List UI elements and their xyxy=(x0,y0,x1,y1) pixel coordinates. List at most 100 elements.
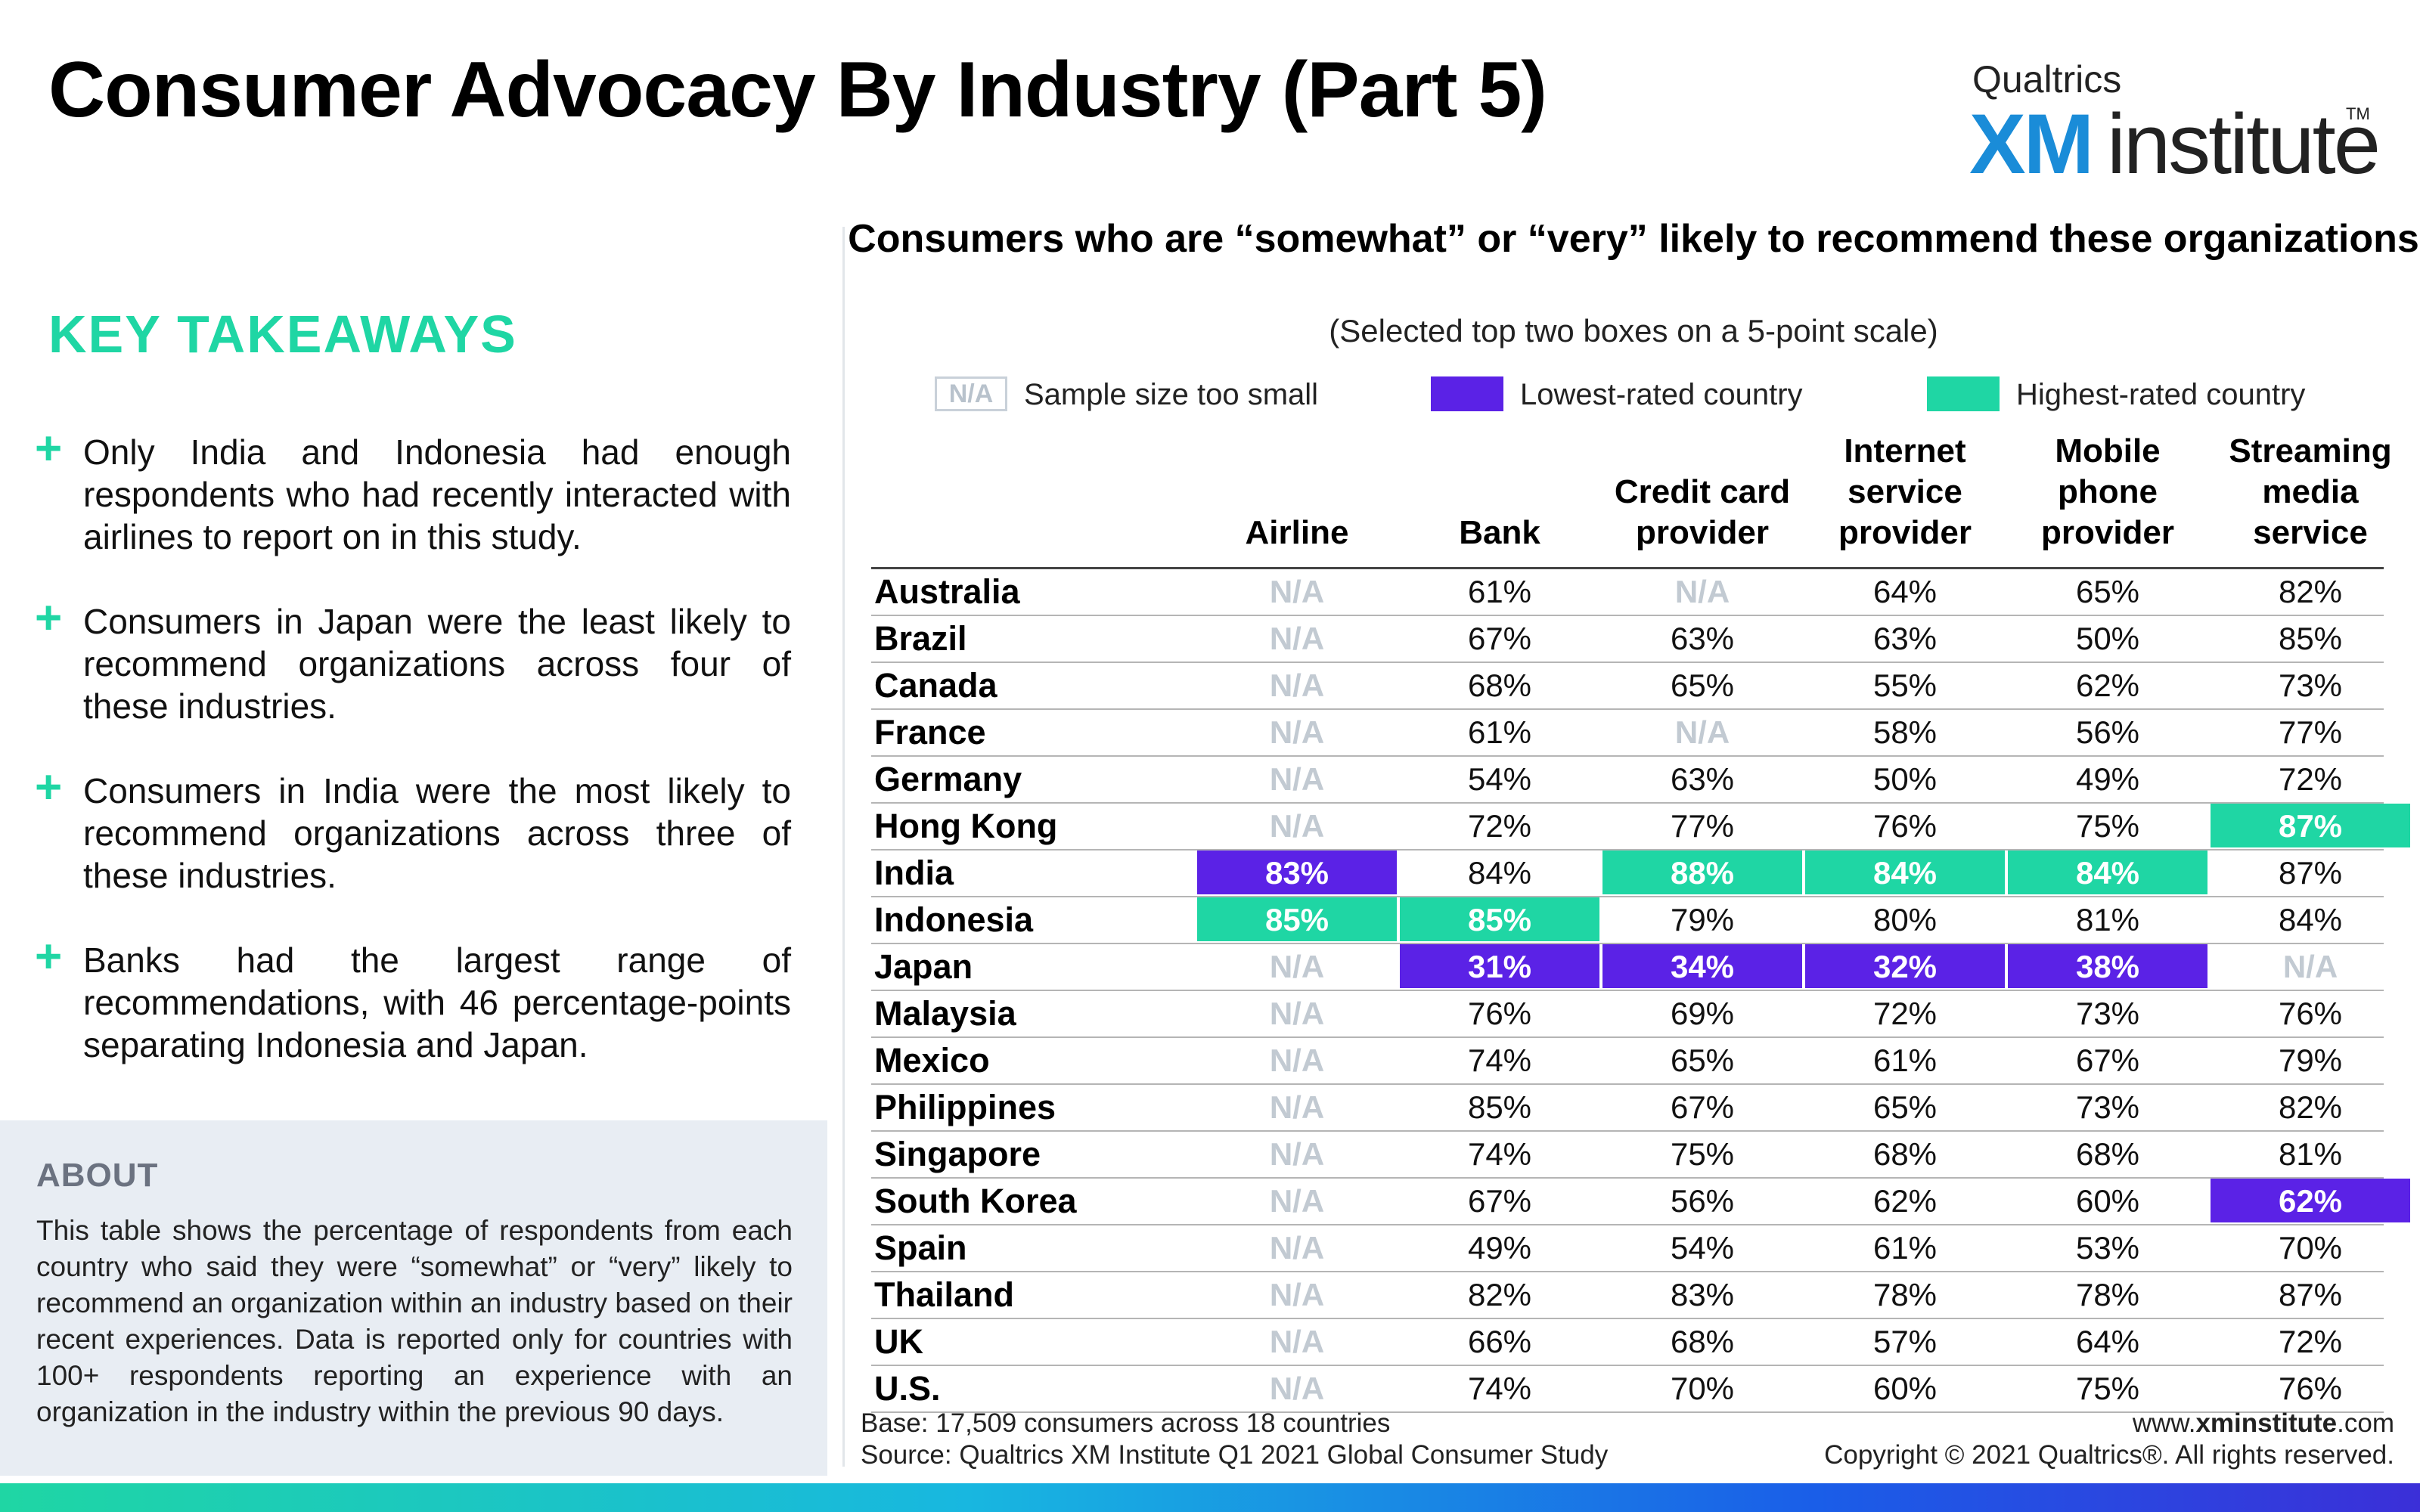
table-cell: 85% xyxy=(2278,621,2343,656)
table-cell: 80% xyxy=(1872,902,1938,937)
table-cell: 61% xyxy=(1872,1043,1938,1078)
table-row: U.S. N/A 74% 70% 60% 75% 76% xyxy=(871,1366,2384,1413)
country-label: Germany xyxy=(874,760,1022,798)
table-cell: 77% xyxy=(1670,808,1735,844)
table-cell: 84% xyxy=(1467,855,1532,891)
country-label: Thailand xyxy=(874,1275,1015,1314)
country-label: U.S. xyxy=(874,1369,941,1408)
table-cell: 62% xyxy=(1872,1183,1938,1219)
xm-institute-logo: Qualtrics XM institute TM xyxy=(1966,57,2381,191)
plus-icon: + xyxy=(35,931,63,983)
table-cell: 84% xyxy=(1805,850,2005,894)
table-row: Philippines N/A 85% 67% 65% 73% 82% xyxy=(871,1085,2384,1132)
table-row: Spain N/A 49% 54% 61% 53% 70% xyxy=(871,1225,2384,1272)
plus-icon: + xyxy=(35,423,63,475)
takeaway-text: Consumers in Japan were the least likely… xyxy=(83,602,791,726)
table-cell: 73% xyxy=(2075,1089,2140,1125)
table-cell: 75% xyxy=(2075,808,2140,844)
table-row: Japan N/A 31% 34% 32% 38% N/A xyxy=(871,944,2384,991)
table-cell: 32% xyxy=(1805,944,2005,988)
takeaway-text: Consumers in India were the most likely … xyxy=(83,771,791,895)
table-cell: 76% xyxy=(1872,808,1938,844)
table-cell: 85% xyxy=(1197,897,1397,941)
logo-trademark: TM xyxy=(2346,104,2370,123)
table-cell: 79% xyxy=(2278,1043,2343,1078)
table-cell: 49% xyxy=(2075,761,2140,797)
takeaway-item: + Only India and Indonesia had enough res… xyxy=(35,423,791,558)
country-label: Japan xyxy=(874,947,973,986)
logo-institute: institute xyxy=(2107,97,2381,191)
plus-icon: + xyxy=(35,761,63,813)
table-cell: N/A xyxy=(1269,714,1325,750)
table-cell: 82% xyxy=(1467,1277,1532,1312)
table-cell: N/A xyxy=(1269,1183,1325,1219)
country-label: Singapore xyxy=(874,1135,1041,1173)
footer-website[interactable]: www.xminstitute.com xyxy=(2132,1408,2394,1438)
table-cell: N/A xyxy=(1269,668,1325,703)
table-cell: 53% xyxy=(2075,1230,2140,1266)
takeaway-text: Only India and Indonesia had enough resp… xyxy=(83,432,791,556)
table-cell: N/A xyxy=(1269,621,1325,656)
footer-base: Base: 17,509 consumers across 18 countri… xyxy=(861,1408,1391,1438)
country-label: Spain xyxy=(874,1228,967,1267)
table-cell: 73% xyxy=(2278,668,2343,703)
table-subtitle: (Selected top two boxes on a 5-point sca… xyxy=(1329,313,1938,349)
table-cell: 81% xyxy=(2075,902,2140,937)
table-row: India 83% 84% 88% 84% 84% 87% xyxy=(871,850,2384,897)
table-cell: 38% xyxy=(2008,944,2207,988)
table-cell: 54% xyxy=(1467,761,1532,797)
table-cell: 81% xyxy=(2278,1136,2343,1172)
table-row: Hong Kong N/A 72% 77% 76% 75% 87% xyxy=(871,804,2410,850)
table-header: Airline Bank Credit card provider Internet … xyxy=(871,429,2392,569)
column-header: Credit card provider xyxy=(1614,473,1791,551)
logo-xm: XM xyxy=(1969,97,2094,191)
logo-brand: Qualtrics xyxy=(1972,58,2122,101)
table-cell: 67% xyxy=(1467,621,1532,656)
takeaway-item: + Banks had the largest range of recommen… xyxy=(35,931,791,1066)
table-cell: 69% xyxy=(1670,996,1735,1031)
country-label: India xyxy=(874,854,954,892)
table-cell: N/A xyxy=(1674,574,1730,609)
table-cell: 79% xyxy=(1670,902,1735,937)
about-panel: ABOUT This table shows the percentage of… xyxy=(0,1120,827,1476)
table-cell: 76% xyxy=(1467,996,1532,1031)
table-cell: 74% xyxy=(1467,1136,1532,1172)
table-cell: 72% xyxy=(1872,996,1938,1031)
about-body: This table shows the percentage of respo… xyxy=(36,1215,793,1427)
takeaway-item: + Consumers in India were the most likely… xyxy=(35,761,791,897)
table-cell: N/A xyxy=(1269,808,1325,844)
table-cell: 76% xyxy=(2278,1371,2343,1406)
table-row: Mexico N/A 74% 65% 61% 67% 79% xyxy=(871,1038,2384,1085)
table-cell: 82% xyxy=(2278,1089,2343,1125)
table-row: Indonesia 85% 85% 79% 80% 81% 84% xyxy=(871,897,2384,944)
about-heading: ABOUT xyxy=(36,1157,159,1194)
table-cell: 58% xyxy=(1872,714,1938,750)
table-cell: 87% xyxy=(2278,1277,2343,1312)
table-cell: 78% xyxy=(1872,1277,1938,1312)
page-title: Consumer Advocacy By Industry (Part 5) xyxy=(48,46,1547,134)
table-cell: 75% xyxy=(2075,1371,2140,1406)
table-cell: N/A xyxy=(1269,1324,1325,1359)
table-cell: 84% xyxy=(2278,902,2343,937)
table-row: South Korea N/A 67% 56% 62% 60% 62% xyxy=(871,1179,2410,1225)
takeaway-text: Banks had the largest range of recommend… xyxy=(83,940,791,1064)
table-cell: 67% xyxy=(1670,1089,1735,1125)
legend-low-swatch xyxy=(1431,376,1503,411)
legend-high-label: Highest-rated country xyxy=(2016,378,2306,411)
table-cell: 66% xyxy=(1467,1324,1532,1359)
table-cell: 73% xyxy=(2075,996,2140,1031)
table-cell: 65% xyxy=(1670,668,1735,703)
table-cell: 83% xyxy=(1197,850,1397,894)
table-row: UK N/A 66% 68% 57% 64% 72% xyxy=(871,1319,2384,1366)
table-cell: 31% xyxy=(1400,944,1599,988)
country-label: Australia xyxy=(874,572,1020,611)
table-cell: 83% xyxy=(1670,1277,1735,1312)
table-cell: N/A xyxy=(1269,1089,1325,1125)
table-cell: N/A xyxy=(1269,1371,1325,1406)
footer-source: Source: Qualtrics XM Institute Q1 2021 G… xyxy=(861,1440,1609,1470)
country-label: France xyxy=(874,713,986,751)
table-cell: 87% xyxy=(2211,804,2410,847)
country-label: Brazil xyxy=(874,619,967,658)
country-label: Hong Kong xyxy=(874,807,1058,845)
table-row: Malaysia N/A 76% 69% 72% 73% 76% xyxy=(871,991,2384,1038)
